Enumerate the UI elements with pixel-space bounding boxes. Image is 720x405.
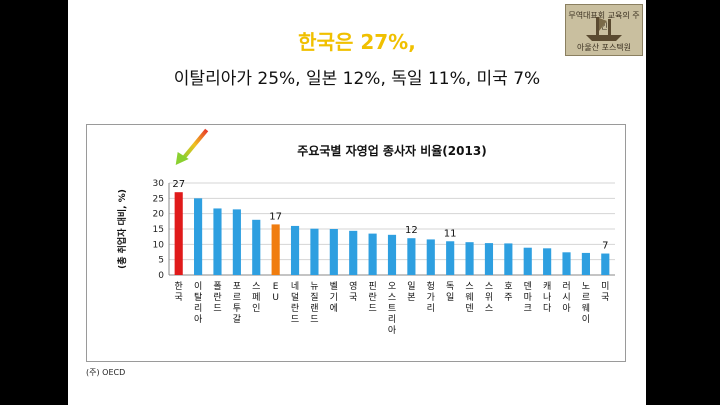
y-tick-label: 10 [153,240,165,250]
bar [310,228,319,275]
source-note: (주) OECD [86,368,126,377]
bar [349,230,358,275]
bar [252,219,261,275]
bar [194,198,203,275]
data-label: 7 [602,241,608,252]
logo-text-top: 무역대표회 교육의 주인 [568,11,640,31]
bar [290,225,300,275]
ship-icon [586,17,622,41]
slide-subhead: 이탈리아가 25%, 일본 12%, 독일 11%, 미국 7% [173,69,541,89]
bar [387,234,397,275]
chart-title: 주요국별 자영업 종사자 비율(2013) [297,143,486,158]
bar [426,239,435,275]
slide-headline: 한국은 27%, [298,30,416,54]
bar [174,192,183,275]
bar-chart: 주요국별 자영업 종사자 비율(2013) (총 취업자 대비, %) 0 5 10 15… [116,128,615,336]
y-tick-label: 15 [153,225,164,235]
bar [543,248,552,275]
data-label: 12 [405,225,418,236]
slide: 한국은 27%, 이탈리아가 25%, 일본 12%, 독일 11%, 미국 7… [68,0,646,405]
data-label: 27 [172,179,185,190]
chart-frame: 주요국별 자영업 종사자 비율(2013) (총 취업자 대비, %) 0 5 10 15… [86,124,626,362]
y-tick-label: 5 [158,256,164,266]
logo-text-bottom: 아울산 포스텍원 [576,43,632,52]
y-tick-label: 25 [153,194,164,204]
bar [523,247,532,275]
bar [407,238,416,275]
arrow-icon [175,128,209,165]
bar [465,242,474,275]
bar [601,253,610,275]
bar [581,252,590,275]
y-tick-label: 20 [153,210,165,220]
bar [329,229,338,275]
logo-stamp: 무역대표회 교육의 주인 아울산 포스텍원 [565,4,643,56]
data-label: 17 [269,211,282,222]
y-axis-label: (총 취업자 대비, %) [116,189,128,269]
bar [446,241,455,275]
bar [504,243,513,275]
y-tick-label: 0 [158,271,164,281]
bar [562,252,571,275]
bar [271,224,280,275]
y-tick-label: 30 [153,179,165,189]
data-label: 11 [444,228,457,239]
bar [213,208,222,275]
bar [368,233,377,275]
bar [232,209,241,275]
bar [484,243,494,275]
